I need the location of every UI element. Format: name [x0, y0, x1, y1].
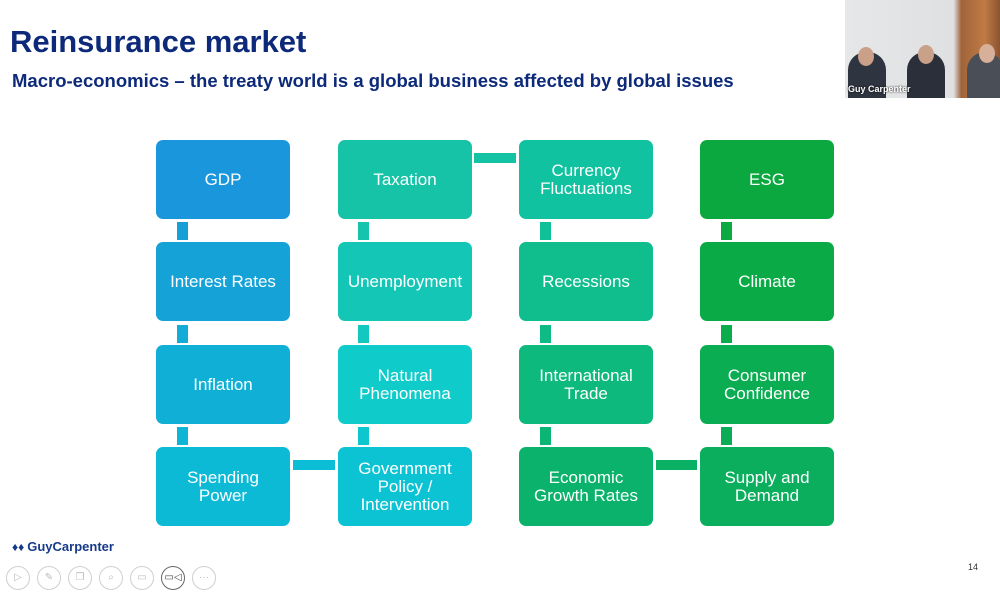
play-icon[interactable]: ▷ — [6, 566, 30, 590]
factor-box: International Trade — [519, 345, 653, 424]
factor-box: Inflation — [156, 345, 290, 424]
connector — [293, 460, 335, 470]
presentation-controls: ▷ ✎ ❐ ⌕ ▭ ▭◁ ··· — [6, 566, 216, 590]
logo-icon: ♦♦ — [12, 540, 25, 554]
connector — [474, 153, 516, 163]
zoom-icon[interactable]: ⌕ — [99, 566, 123, 590]
factor-box: Interest Rates — [156, 242, 290, 321]
connector — [540, 222, 551, 240]
connector — [358, 325, 369, 343]
connector — [721, 427, 732, 445]
factor-box: Government Policy / Intervention — [338, 447, 472, 526]
connector — [177, 427, 188, 445]
video-label: Guy Carpenter — [848, 84, 911, 94]
factor-box: Recessions — [519, 242, 653, 321]
factor-box: Supply and Demand — [700, 447, 834, 526]
pen-icon[interactable]: ✎ — [37, 566, 61, 590]
factor-box: Unemployment — [338, 242, 472, 321]
company-logo: ♦♦ GuyCarpenter — [12, 539, 114, 555]
factor-box: Economic Growth Rates — [519, 447, 653, 526]
slide-subtitle: Macro-economics – the treaty world is a … — [12, 70, 734, 91]
connector — [358, 427, 369, 445]
factor-box: Consumer Confidence — [700, 345, 834, 424]
connector — [540, 427, 551, 445]
video-camera-icon[interactable]: ▭◁ — [161, 566, 185, 590]
factor-box: Natural Phenomena — [338, 345, 472, 424]
connector — [656, 460, 697, 470]
connector — [358, 222, 369, 240]
factor-box: GDP — [156, 140, 290, 219]
presenter-video[interactable]: Guy Carpenter — [845, 0, 1000, 98]
subtitles-icon[interactable]: ▭ — [130, 566, 154, 590]
page-number: 14 — [968, 562, 979, 572]
presenter-head — [979, 44, 995, 63]
factor-box: Spending Power — [156, 447, 290, 526]
connector — [721, 222, 732, 240]
presenter-head — [918, 45, 934, 64]
presenter-head — [858, 47, 874, 66]
more-icon[interactable]: ··· — [192, 566, 216, 590]
factor-box: Taxation — [338, 140, 472, 219]
factor-box: ESG — [700, 140, 834, 219]
connector — [540, 325, 551, 343]
slides-icon[interactable]: ❐ — [68, 566, 92, 590]
connector — [177, 222, 188, 240]
connector — [721, 325, 732, 343]
factor-box: Currency Fluctuations — [519, 140, 653, 219]
connector — [177, 325, 188, 343]
factor-box: Climate — [700, 242, 834, 321]
logo-text: GuyCarpenter — [27, 539, 114, 554]
slide-title: Reinsurance market — [10, 24, 307, 59]
